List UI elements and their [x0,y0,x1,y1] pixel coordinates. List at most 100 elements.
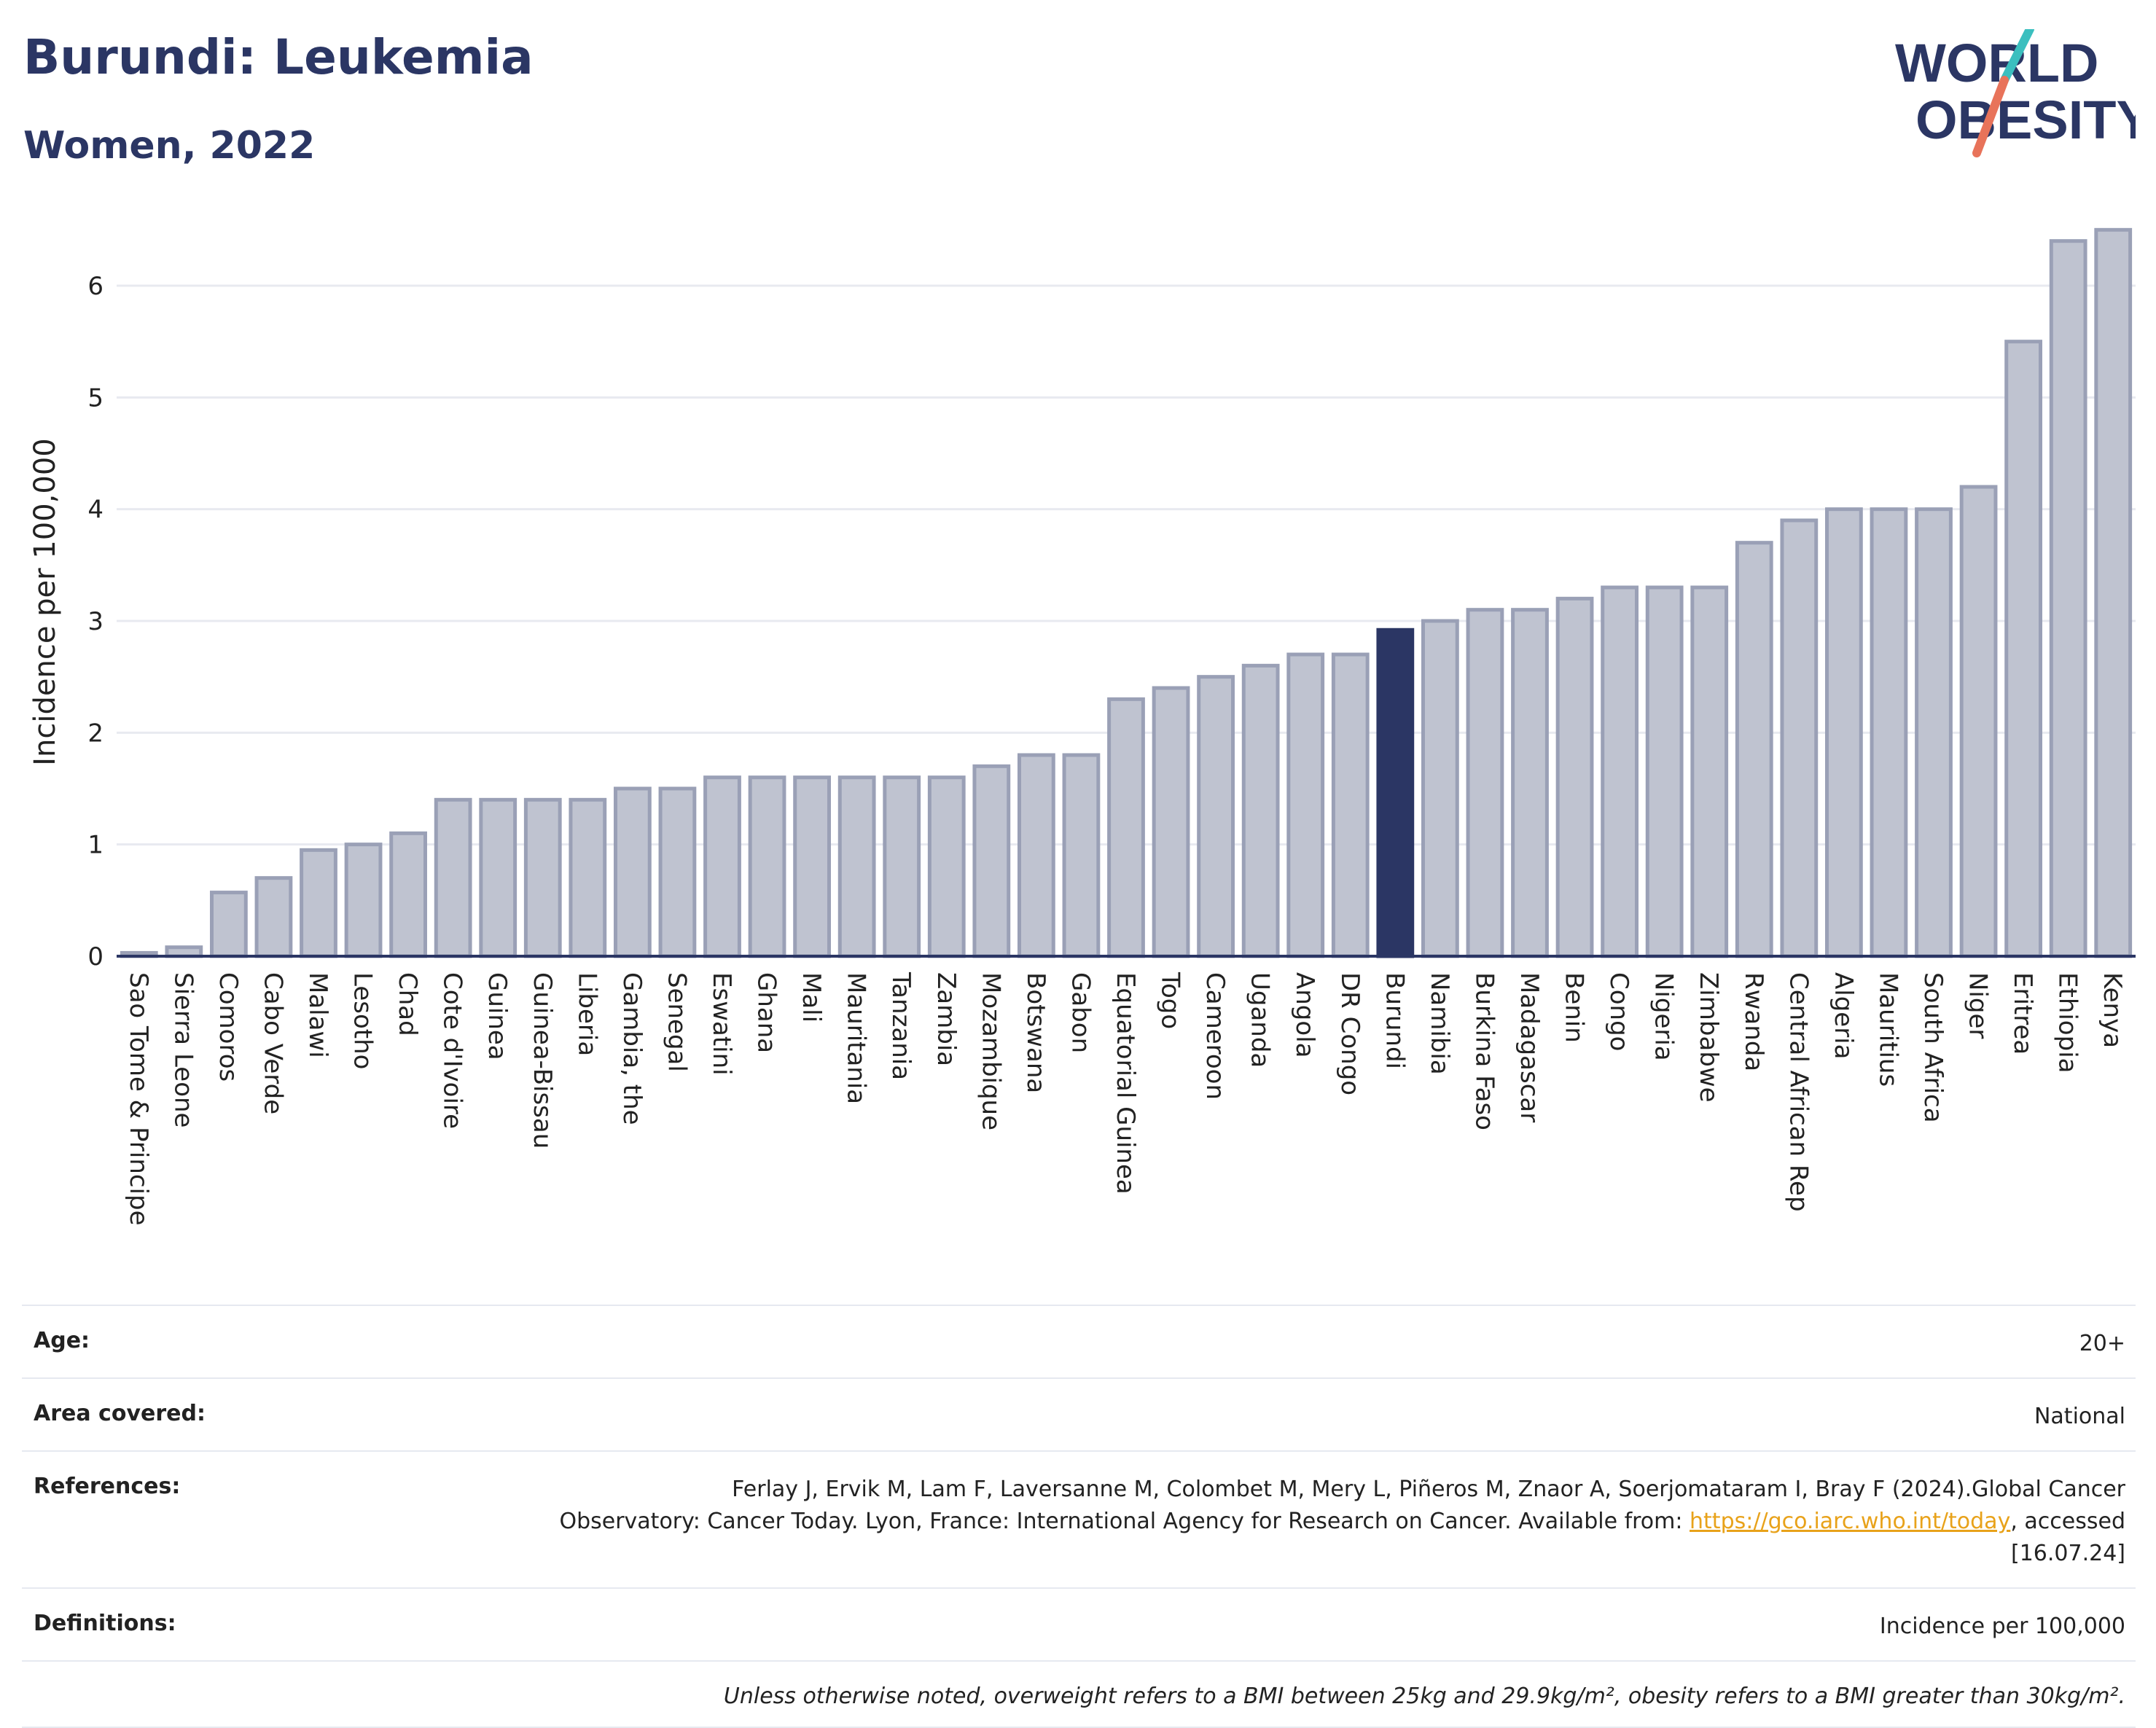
bar [1421,619,1459,958]
logo-slash-coral [1972,76,2009,157]
bar [1824,507,1863,958]
x-tick-label: Botswana [1021,972,1050,1093]
y-tick-label: 5 [87,383,103,413]
bar [1601,585,1639,958]
x-tick-label: Togo [1156,971,1185,1029]
x-tick-label: Congo [1604,972,1633,1051]
bar [1555,596,1594,958]
meta-row-age: Age: 20+ [22,1305,2136,1377]
area-value: National [2034,1404,2125,1429]
y-tick-label: 4 [87,496,103,525]
bar [1959,485,1998,958]
x-tick-label: Cote d'Ivoire [438,972,467,1129]
x-tick-label: Tanzania [886,971,915,1080]
references-line3: , accessed [16.07.24] [2010,1509,2125,1566]
x-tick-label: Equatorial Guinea [1111,972,1140,1195]
x-tick-label: Senegal [662,972,691,1072]
page-subtitle: Women, 2022 [23,124,316,168]
bar [837,775,876,958]
bar [209,891,248,958]
references-line1: Ferlay J, Ervik M, Lam F, Laversanne M, … [732,1477,2125,1502]
x-tick-label: Angola [1290,972,1319,1057]
logo-text-world: WORLD [1895,33,2099,93]
bar [1511,608,1549,958]
world-obesity-logo: WORLD OBESITY [1895,29,2136,157]
x-tick-label: Uganda [1246,972,1275,1068]
x-tick-label: Madagascar [1515,972,1544,1122]
y-tick-label: 1 [87,831,103,860]
y-tick-label: 3 [87,607,103,636]
x-tick-label: Gabon [1066,972,1095,1053]
x-tick-label: Eswatini [707,972,736,1076]
bar-chart: 0 1 2 3 4 5 6 Incidence per 100,000 Sao Tome & P… [28,227,2136,1226]
bar [1690,585,1729,958]
bar [1466,608,1504,958]
x-tick-label: Burundi [1380,972,1409,1069]
bmi-note: Unless otherwise noted, overweight refer… [723,1684,2125,1709]
logo-text-obesity: OBESITY [1915,90,2136,150]
x-tick-label: Nigeria [1649,972,1679,1061]
x-tick-label: South Africa [1918,972,1948,1123]
x-tick-label: Mozambique [976,972,1005,1130]
x-tick-label: Niger [1964,972,1993,1039]
bar [613,786,652,958]
bar [2094,227,2133,958]
x-tick-label: Burkina Faso [1469,972,1499,1130]
bar [389,831,428,958]
bar [523,797,562,958]
x-tick-label: Mali [797,972,826,1023]
bar [1331,652,1370,958]
x-tick-label: Mauritania [842,972,871,1104]
x-tick-label: Ghana [752,972,781,1053]
x-tick-label: Cameroon [1200,972,1230,1100]
x-tick-label: Sao Tome & Principe [124,972,153,1226]
x-tick-label: Zimbabwe [1694,972,1723,1103]
bar [1197,675,1235,958]
x-tick-label: Namibia [1425,972,1454,1075]
bar [1735,541,1773,958]
bar [1152,686,1190,958]
bar [927,775,966,958]
x-tick-label: Ethiopia [2053,972,2082,1073]
y-tick-label: 2 [87,719,103,748]
meta-row-note: Unless otherwise noted, overweight refer… [22,1660,2136,1728]
definitions-value: Incidence per 100,000 [1879,1614,2125,1639]
x-tick-label: Zambia [931,972,961,1066]
y-tick-label: 6 [87,272,103,301]
y-tick-label: 0 [87,942,103,971]
meta-row-area: Area covered: National [22,1377,2136,1450]
bar [434,797,472,958]
bar [1062,753,1101,958]
x-tick-label: Rwanda [1739,972,1768,1071]
x-tick-label: DR Congo [1335,972,1364,1095]
bar [300,848,337,958]
age-value: 20+ [2079,1331,2125,1356]
x-tick-label: Central African Rep [1784,972,1813,1212]
bar [1017,753,1055,958]
bar [2004,340,2043,958]
meta-row-references: References: Ferlay J, Ervik M, Lam F, La… [22,1450,2136,1587]
bar [793,775,832,958]
references-line2: Observatory: Cancer Today. Lyon, France:… [559,1509,1690,1534]
bar [883,775,921,958]
y-axis-label: Incidence per 100,000 [28,438,62,766]
bar [1376,628,1415,958]
references-link[interactable]: https://gco.iarc.who.int/today [1690,1509,2011,1534]
x-tick-label: Chad [393,972,422,1036]
x-tick-label: Comoros [214,972,243,1082]
metadata-table: Age: 20+ Area covered: National Referenc… [22,1305,2136,1728]
references-value: Ferlay J, Ervik M, Lam F, Laversanne M, … [449,1474,2125,1570]
x-tick-label: Gambia, the [617,972,647,1125]
x-tick-label: Malawi [303,972,332,1058]
bar [1645,585,1684,958]
bar [2049,239,2087,958]
bar [479,797,517,958]
x-tick-label: Kenya [2098,972,2127,1048]
bar [972,764,1011,958]
bar [1286,652,1325,958]
bar [569,797,607,958]
logo-slash-teal [2000,29,2034,85]
bar [1107,697,1145,958]
x-tick-label: Algeria [1829,972,1858,1059]
bar [748,775,786,958]
